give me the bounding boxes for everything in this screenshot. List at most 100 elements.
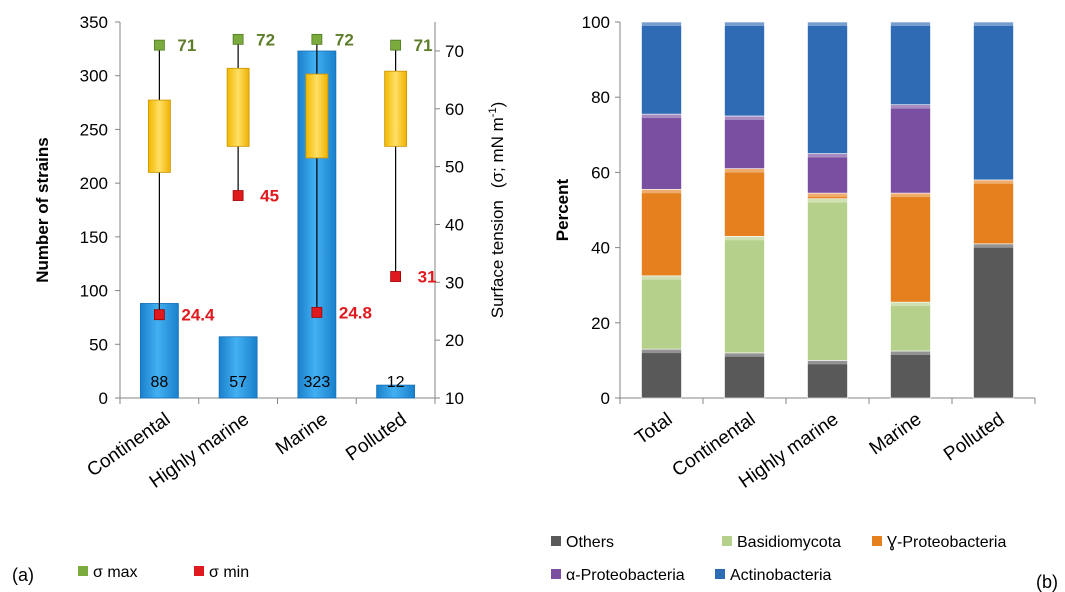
y-tick-label: 250 (80, 120, 108, 139)
y2-tick-label: 20 (445, 331, 464, 350)
y-tick-label: 80 (591, 88, 610, 107)
sigma-min-label: 24.4 (181, 306, 215, 325)
bar-value-label: 57 (229, 374, 247, 391)
stack-segment-highlight (641, 114, 682, 119)
y-tick-label: 0 (99, 389, 108, 408)
chart-b: 020406080100PercentTotalContinentalHighl… (551, 13, 1036, 584)
legend-label: σ max (93, 564, 138, 581)
y2-tick-label: 40 (445, 215, 464, 234)
x-category-label: Marine (272, 409, 332, 460)
legend-swatch (715, 569, 725, 579)
sigma-min-label: 45 (260, 187, 279, 206)
stack-segment (724, 21, 765, 117)
stack-segment-highlight (890, 193, 931, 198)
stack-segment-highlight (724, 116, 765, 120)
sigma-min-marker (311, 306, 323, 318)
stack-segment-highlight (973, 22, 1014, 26)
legend-swatch (194, 566, 204, 576)
stack-segment-highlight (890, 22, 931, 26)
stack-segment-highlight (807, 153, 848, 158)
bar-value-label: 88 (150, 374, 168, 391)
y-axis-label: Number of strains (33, 137, 52, 282)
sigma-max-marker (390, 39, 402, 51)
bar-value-label: 12 (387, 374, 405, 391)
panel-label-b: (b) (1036, 572, 1058, 592)
y-tick-label: 150 (80, 228, 108, 247)
stack-segment (890, 104, 931, 194)
stack-segment-highlight (724, 168, 765, 173)
sigma-min-marker (232, 190, 244, 201)
stack-segment-highlight (641, 22, 682, 26)
stack-segment (641, 113, 682, 190)
stack-segment (973, 21, 1014, 181)
bar (376, 384, 416, 399)
stack-segment-highlight (724, 22, 765, 26)
panel-label-a: (a) (12, 565, 34, 585)
legend-label: σ min (209, 564, 249, 581)
y-axis-label: Percent (553, 178, 572, 241)
stack-segment (724, 352, 765, 399)
y-tick-label: 50 (89, 335, 108, 354)
legend-swatch (722, 536, 732, 546)
stack-segment (724, 115, 765, 169)
y2-tick-label: 70 (445, 42, 464, 61)
stack-segment-highlight (890, 302, 931, 307)
box (384, 70, 408, 147)
stack-segment (641, 189, 682, 277)
stack-segment-highlight (890, 104, 931, 109)
legend-label: Basidiomycota (737, 534, 841, 551)
stack-segment (807, 198, 848, 361)
y2-tick-label: 50 (445, 158, 464, 177)
y2-tick-label: 60 (445, 100, 464, 119)
stack-segment-highlight (641, 189, 682, 194)
stack-segment-highlight (641, 349, 682, 354)
x-category-label: Marine (866, 409, 926, 460)
stack-segment-highlight (807, 360, 848, 365)
chart-a: 0 50 100 150 200 250 300 350 10 20 30 40 50 60 70 Numbe… (33, 13, 507, 581)
stack-segment (890, 301, 931, 352)
y2-axis-label-close: ) (488, 102, 507, 108)
y2-axis-label-main: Surface tension (488, 200, 507, 318)
stack-segment (890, 350, 931, 399)
y-tick-label: 100 (582, 13, 610, 32)
sigma-max-label: 71 (177, 36, 196, 55)
stack-segment (641, 275, 682, 350)
stack-segment-highlight (890, 351, 931, 355)
stack-segment-highlight (973, 179, 1014, 184)
y2-axis-label-symbol: (σ; mN m (488, 117, 507, 188)
box (226, 67, 250, 147)
sigma-min-marker (153, 309, 165, 321)
stack-segment-highlight (807, 22, 848, 26)
y-tick-label: 20 (591, 314, 610, 333)
sigma-min-marker (390, 271, 402, 282)
y-tick-label: 350 (80, 13, 108, 32)
stack-segment (973, 243, 1014, 399)
x-category-label: Polluted (342, 409, 410, 466)
stack-segment (807, 21, 848, 154)
stack-segment (641, 21, 682, 115)
y-tick-label: 40 (591, 239, 610, 258)
stack-segment (807, 360, 848, 399)
legend-label: Ɣ-Proteobacteria (887, 534, 1006, 551)
sigma-max-label: 72 (335, 30, 354, 49)
bar (218, 336, 258, 399)
legend-swatch (551, 569, 561, 579)
stack-segment-highlight (807, 193, 848, 198)
legend-label: Others (566, 534, 614, 551)
y-tick-label: 60 (591, 163, 610, 182)
stack-segment-highlight (973, 243, 1014, 248)
bar-value-label: 323 (304, 374, 331, 391)
stack-segment (890, 21, 931, 106)
stack-segment-highlight (724, 352, 765, 357)
stack-segment (973, 179, 1014, 245)
box (305, 73, 329, 159)
legend-swatch (551, 536, 561, 546)
legend-swatch (872, 536, 882, 546)
y2-tick-label: 10 (445, 389, 464, 408)
y-tick-label: 0 (601, 389, 610, 408)
sigma-max-label: 71 (414, 36, 433, 55)
stack-segment (724, 168, 765, 237)
legend-label: Actinobacteria (730, 567, 831, 584)
stack-segment (890, 192, 931, 303)
